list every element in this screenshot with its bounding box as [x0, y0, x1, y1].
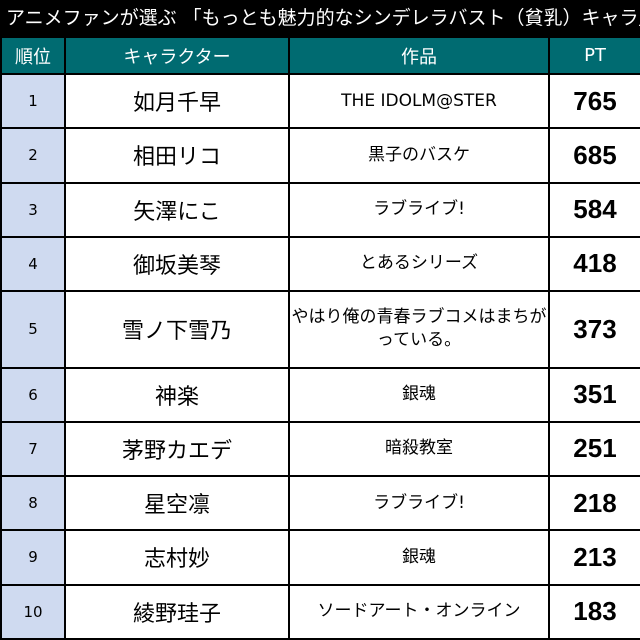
points-cell: 373 — [548, 290, 640, 369]
points-cell: 183 — [548, 583, 640, 640]
rank-cell: 10 — [0, 583, 66, 640]
rank-cell: 3 — [0, 181, 66, 238]
points-cell: 765 — [548, 72, 640, 130]
points-cell: 351 — [548, 366, 640, 423]
character-name-cell: 茅野カエデ — [64, 420, 290, 478]
table-row: 1 如月千早 THE IDOLM@STER 765 — [0, 72, 640, 130]
rank-cell: 9 — [0, 529, 66, 586]
points-cell: 251 — [548, 420, 640, 478]
work-title-cell: THE IDOLM@STER — [288, 72, 550, 130]
points-cell: 218 — [548, 475, 640, 532]
table-row: 3 矢澤にこ ラブライブ! 584 — [0, 181, 640, 238]
character-name-cell: 矢澤にこ — [64, 181, 290, 238]
rank-cell: 2 — [0, 127, 66, 184]
work-title-cell: とあるシリーズ — [288, 235, 550, 293]
work-title-cell: 暗殺教室 — [288, 420, 550, 478]
table-row: 9 志村妙 銀魂 213 — [0, 529, 640, 586]
points-cell: 584 — [548, 181, 640, 238]
character-name-cell: 御坂美琴 — [64, 235, 290, 293]
work-title-cell: ソードアート・オンライン — [288, 583, 550, 640]
table-row: 8 星空凛 ラブライブ! 218 — [0, 475, 640, 532]
character-name-cell: 綾野珪子 — [64, 583, 290, 640]
table-row: 4 御坂美琴 とあるシリーズ 418 — [0, 235, 640, 293]
work-title-cell: 黒子のバスケ — [288, 127, 550, 184]
table-row: 2 相田リコ 黒子のバスケ 685 — [0, 127, 640, 184]
header-character: キャラクター — [64, 36, 290, 75]
header-pt: PT — [548, 36, 640, 75]
character-name-cell: 星空凛 — [64, 475, 290, 532]
table-row: 7 茅野カエデ 暗殺教室 251 — [0, 420, 640, 478]
character-name-cell: 如月千早 — [64, 72, 290, 130]
points-cell: 213 — [548, 529, 640, 586]
rank-cell: 4 — [0, 235, 66, 293]
work-title-cell: 銀魂 — [288, 529, 550, 586]
rank-cell: 8 — [0, 475, 66, 532]
rank-cell: 5 — [0, 290, 66, 369]
points-cell: 685 — [548, 127, 640, 184]
character-name-cell: 志村妙 — [64, 529, 290, 586]
page-title: アニメファンが選ぶ 「もっとも魅力的なシンデレラバスト（貧乳）キャラ」 — [0, 0, 640, 36]
header-row: 順位 キャラクター 作品 PT — [0, 36, 640, 75]
header-rank: 順位 — [0, 36, 66, 75]
rank-cell: 1 — [0, 72, 66, 130]
table-row: 6 神楽 銀魂 351 — [0, 366, 640, 423]
work-title-cell: やはり俺の青春ラブコメはまちがっている。 — [288, 290, 550, 369]
character-name-cell: 雪ノ下雪乃 — [64, 290, 290, 369]
table-row: 10 綾野珪子 ソードアート・オンライン 183 — [0, 583, 640, 640]
character-name-cell: 相田リコ — [64, 127, 290, 184]
work-title-cell: ラブライブ! — [288, 181, 550, 238]
points-cell: 418 — [548, 235, 640, 293]
work-title-cell: ラブライブ! — [288, 475, 550, 532]
rank-cell: 7 — [0, 420, 66, 478]
ranking-table: 順位 キャラクター 作品 PT 1 如月千早 THE IDOLM@STER 76… — [0, 36, 640, 640]
rank-cell: 6 — [0, 366, 66, 423]
work-title-cell: 銀魂 — [288, 366, 550, 423]
character-name-cell: 神楽 — [64, 366, 290, 423]
table-row: 5 雪ノ下雪乃 やはり俺の青春ラブコメはまちがっている。 373 — [0, 290, 640, 369]
header-work: 作品 — [288, 36, 550, 75]
